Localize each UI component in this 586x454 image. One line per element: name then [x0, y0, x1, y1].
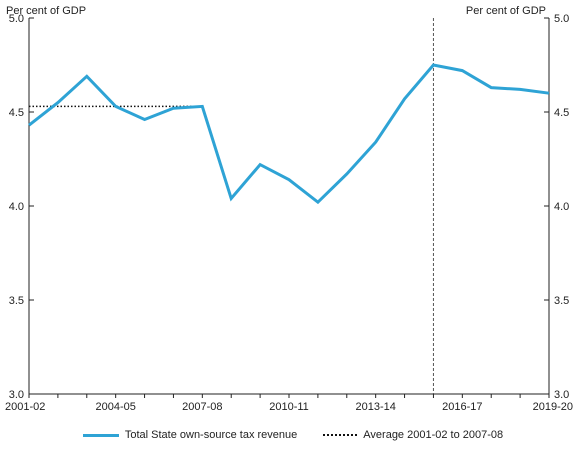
legend-swatch-solid: [82, 433, 119, 437]
legend-swatch-dotted: [323, 434, 358, 436]
x-tick-label: 2004-05: [95, 401, 135, 413]
plot-area: [28, 18, 550, 394]
legend-label-average: Average 2001-02 to 2007-08: [363, 429, 504, 441]
legend: Total State own-source tax revenue Avera…: [0, 425, 586, 445]
y-tick-label-left: 5.0: [9, 13, 24, 25]
x-tick-label: 2016-17: [442, 401, 482, 413]
x-tick-label: 2001-02: [5, 401, 45, 413]
x-axis: 2001-02 2004-05 2007-08 2010-11 2013-14 2016-…: [5, 394, 573, 413]
y-axis-right: 3.0 3.5 4.0 4.5 5.0: [544, 13, 569, 401]
x-tick-label: 2007-08: [182, 401, 222, 413]
y-tick-label-right: 4.5: [554, 107, 569, 119]
y-tick-label-left: 4.0: [9, 201, 24, 213]
y-tick-label-right: 3.5: [554, 295, 569, 307]
right-axis-unit: Per cent of GDP: [466, 5, 546, 17]
y-tick-label-right: 3.0: [554, 389, 569, 401]
legend-item-tax-revenue: Total State own-source tax revenue: [82, 429, 298, 441]
legend-label-tax-revenue: Total State own-source tax revenue: [124, 429, 298, 441]
y-tick-label-left: 3.0: [9, 389, 24, 401]
legend-item-average: Average 2001-02 to 2007-08: [323, 429, 503, 441]
x-tick-label: 2010-11: [269, 401, 309, 413]
y-tick-label-left: 4.5: [9, 107, 24, 119]
y-tick-label-left: 3.5: [9, 295, 24, 307]
series-line-tax-revenue: [28, 63, 550, 205]
x-tick-label: 2013-14: [355, 401, 395, 413]
left-axis-unit: Per cent of GDP: [6, 5, 86, 17]
x-tick-label: 2019-20: [533, 401, 573, 413]
y-axis-left: 3.0 3.5 4.0 4.5 5.0: [9, 13, 34, 401]
y-tick-label-right: 4.0: [554, 201, 569, 213]
y-tick-label-right: 5.0: [554, 13, 569, 25]
